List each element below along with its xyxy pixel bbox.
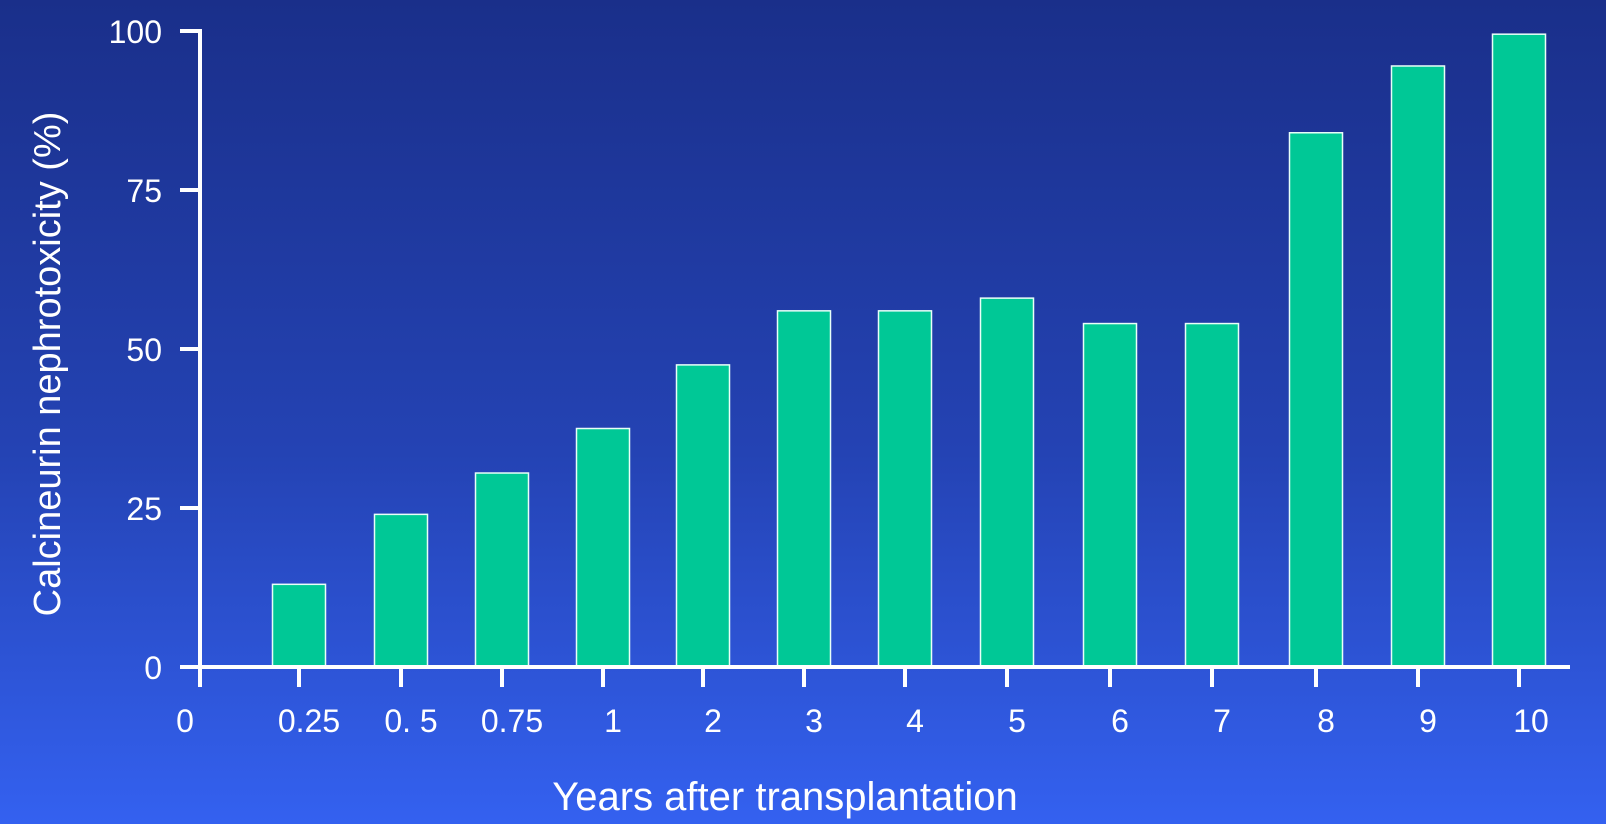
x-tick-label: 4	[906, 703, 924, 739]
x-tick-label: 0.75	[481, 703, 543, 739]
x-tick-label: 9	[1419, 703, 1437, 739]
bar-group	[271, 33, 1547, 668]
x-tick-label: 6	[1111, 703, 1129, 739]
x-tick-label: 1	[604, 703, 622, 739]
bar-10	[1491, 33, 1547, 668]
x-tick-label: 0. 5	[384, 703, 437, 739]
y-tick-label: 75	[126, 173, 162, 209]
bar-4	[877, 310, 933, 668]
x-tick-label: 3	[805, 703, 823, 739]
bar-2	[675, 364, 731, 668]
y-tick-label: 100	[109, 14, 162, 50]
bar-5	[979, 297, 1035, 668]
y-tick-label: 50	[126, 332, 162, 368]
x-tick-label: 8	[1317, 703, 1335, 739]
bar-6	[1082, 322, 1138, 668]
x-tick-label: 10	[1513, 703, 1549, 739]
bar-0-5	[373, 513, 429, 668]
x-axis-title: Years after transplantation	[552, 775, 1018, 819]
x-tick-label: 0	[176, 703, 194, 739]
bar-7	[1184, 322, 1240, 668]
bar-1	[575, 427, 631, 668]
y-tick-label: 25	[126, 491, 162, 527]
y-axis-ticks: 0 25 50 75 100	[109, 14, 200, 686]
x-tick-label: 7	[1213, 703, 1231, 739]
x-tick-label: 0.25	[278, 703, 340, 739]
bar-0-25	[271, 583, 327, 668]
x-tick-label: 2	[704, 703, 722, 739]
bar-0-75	[474, 472, 530, 668]
y-tick-label: 0	[144, 650, 162, 686]
bar-8	[1288, 132, 1344, 668]
y-axis-title: Calcineurin nephrotoxicity (%)	[27, 112, 69, 617]
bar-3	[776, 310, 832, 668]
x-tick-label: 5	[1008, 703, 1026, 739]
x-axis-ticks: 0 0.25 0. 5 0.75 1 2 3 4 5 6 7 8 9 10	[176, 667, 1549, 739]
bar-9	[1390, 65, 1446, 668]
